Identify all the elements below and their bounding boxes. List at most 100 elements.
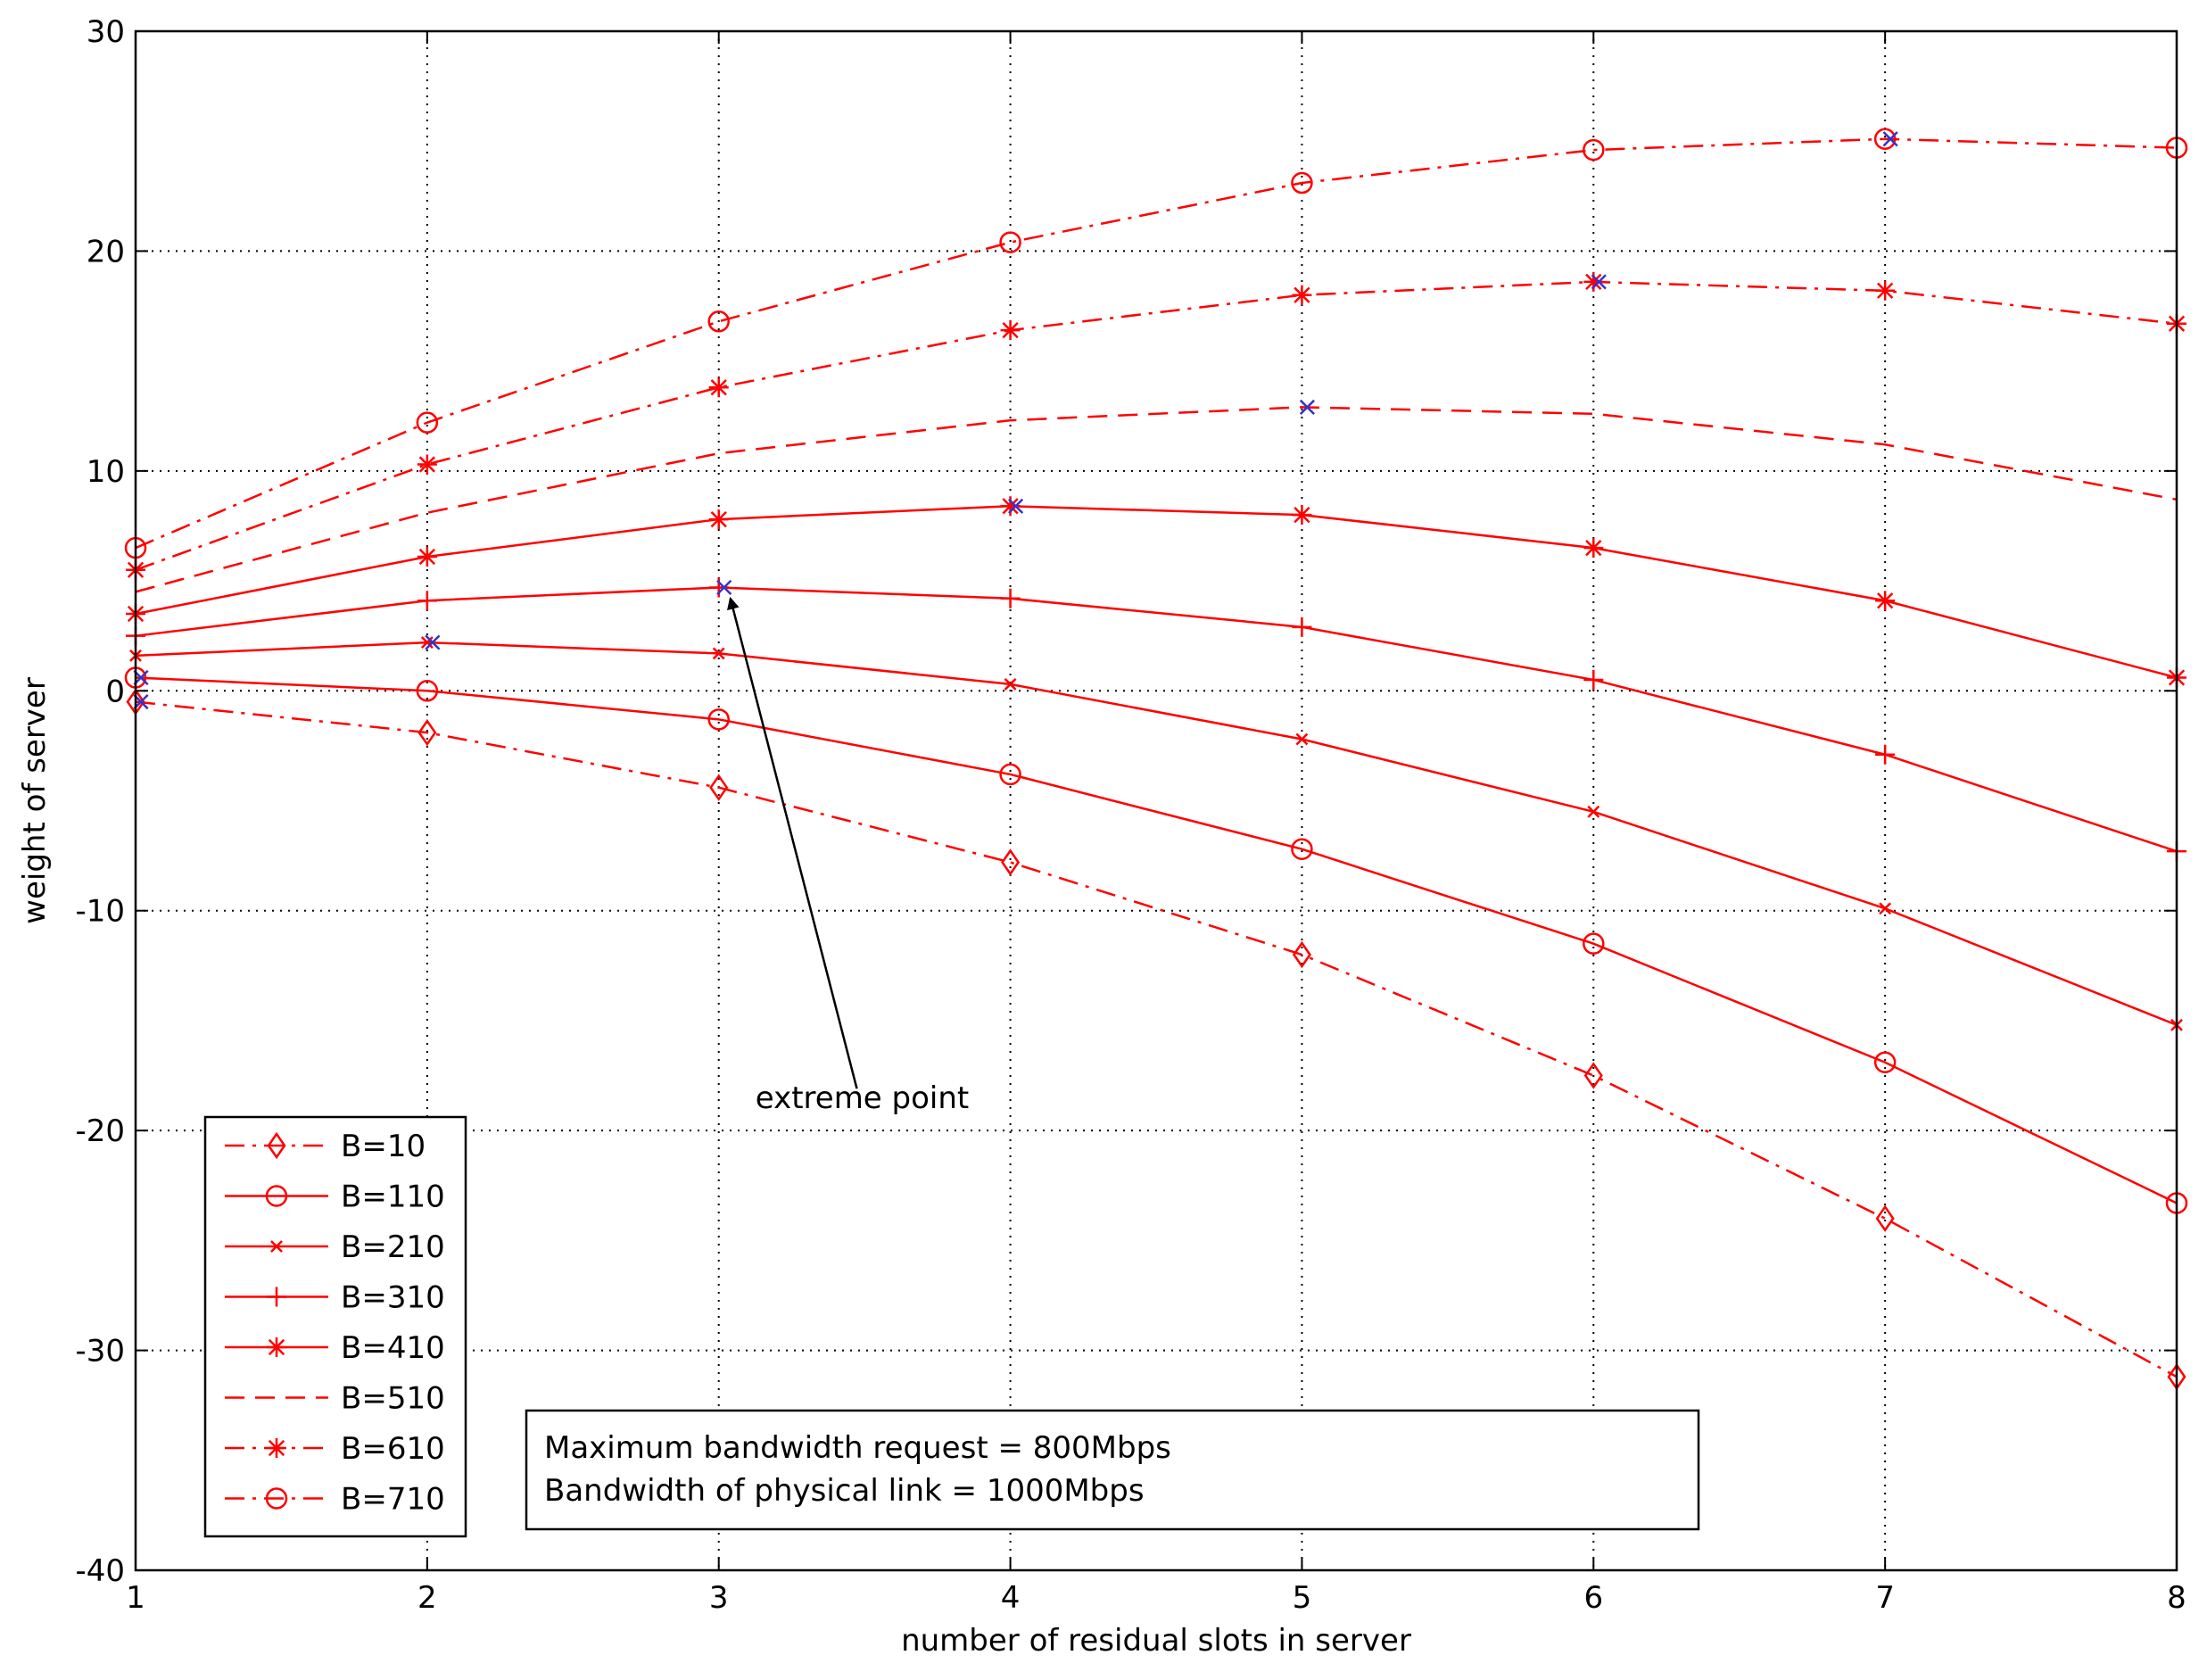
data-point <box>1873 128 1897 150</box>
data-point <box>1587 805 1600 818</box>
extreme-point-marker <box>1591 274 1607 290</box>
data-point <box>1000 588 1021 608</box>
grid <box>136 31 2177 1570</box>
legend-label: B=110 <box>341 1179 445 1215</box>
legend-marker <box>265 1185 288 1207</box>
y-tick-label: -10 <box>75 894 125 930</box>
data-point <box>708 509 729 530</box>
extreme-point-marker <box>1007 498 1024 514</box>
series-line-7 <box>135 137 2178 550</box>
legend-label: B=510 <box>341 1381 445 1417</box>
y-tick-label: 10 <box>87 454 125 490</box>
extreme-point-marker <box>1882 131 1898 147</box>
data-point <box>1292 617 1312 637</box>
data-point <box>707 708 730 731</box>
data-point <box>420 636 434 650</box>
data-point <box>417 718 437 747</box>
data-point <box>1583 1062 1603 1089</box>
series-line-6 <box>135 280 2178 571</box>
legend: B=10 B=110 B=210 B=310 B=410 B=510 B=610 B=710 <box>203 1115 467 1538</box>
y-tick-label: -40 <box>75 1553 125 1589</box>
y-tick-label: 30 <box>87 14 125 50</box>
data-point <box>1879 902 1892 915</box>
y-tick-label: -30 <box>75 1334 125 1370</box>
extreme-point-marker <box>1299 399 1316 415</box>
data-point <box>1001 848 1021 876</box>
legend-label: B=210 <box>341 1229 445 1265</box>
x-tick-label: 7 <box>1875 1580 1895 1616</box>
data-point <box>1292 940 1311 969</box>
data-point <box>417 591 437 611</box>
legend-marker <box>265 1487 288 1510</box>
data-point <box>1291 838 1313 860</box>
data-point <box>999 763 1021 786</box>
x-tick-label: 6 <box>1583 1580 1603 1616</box>
data-point <box>707 310 730 333</box>
y-tick-label: -20 <box>75 1113 125 1149</box>
legend-marker <box>267 1438 286 1458</box>
data-point <box>1292 285 1312 305</box>
data-point <box>1875 280 1896 301</box>
plot-area <box>134 29 2178 1572</box>
x-tick-label: 5 <box>1293 1580 1312 1616</box>
note-box: Maximum bandwidth request = 800Mbps Band… <box>525 1409 1700 1531</box>
data-point <box>417 546 437 567</box>
data-point <box>1292 505 1312 526</box>
note-line: Maximum bandwidth request = 800Mbps <box>544 1430 1171 1466</box>
x-tick-label: 2 <box>417 1580 437 1616</box>
legend-label: B=710 <box>341 1482 445 1518</box>
x-tick-label: 1 <box>126 1580 145 1616</box>
y-tick-label: 0 <box>105 674 125 709</box>
data-point <box>1875 1204 1895 1232</box>
data-point <box>1583 669 1604 690</box>
data-point <box>1875 744 1896 765</box>
annotation-text: extreme point <box>756 1080 969 1116</box>
series-line-1 <box>135 676 2178 1204</box>
legend-label: B=310 <box>341 1280 445 1316</box>
data-point <box>1583 932 1605 955</box>
y-axis-label: weight of server <box>17 677 53 924</box>
data-point <box>712 647 725 660</box>
data-point <box>1583 538 1604 559</box>
data-point <box>1000 320 1021 341</box>
series-line-3 <box>135 586 2178 853</box>
data-point <box>1583 138 1605 161</box>
x-tick-label: 3 <box>709 1580 729 1616</box>
data-point <box>1004 677 1017 691</box>
x-tick-label: 4 <box>1001 1580 1021 1616</box>
data-point <box>416 411 439 434</box>
legend-label: B=410 <box>341 1330 445 1366</box>
axis-ticks: 1 2 3 4 5 6 7 8 30 20 10 0 -10 -20 -30 -40 <box>75 14 2186 1616</box>
extreme-point-marker <box>425 634 441 650</box>
series-line-2 <box>135 641 2178 1027</box>
legend-frame <box>203 1115 467 1538</box>
data-point <box>1000 496 1021 517</box>
data-point <box>709 774 729 801</box>
series-lines <box>135 137 2178 1378</box>
note-box-frame <box>525 1409 1700 1531</box>
note-line: Bandwidth of physical link = 1000Mbps <box>544 1473 1145 1509</box>
data-point <box>999 231 1021 253</box>
legend-marker <box>270 1240 283 1253</box>
x-tick-label: 8 <box>2167 1580 2186 1616</box>
legend-marker <box>267 1287 286 1307</box>
y-tick-label: 20 <box>87 234 125 269</box>
series-line-4 <box>135 505 2178 679</box>
data-point <box>417 454 437 475</box>
data-point <box>1873 1051 1897 1073</box>
legend-label: B=10 <box>341 1129 426 1164</box>
data-point <box>1583 271 1604 292</box>
data-point <box>708 377 729 398</box>
extreme-point-marker <box>716 579 732 596</box>
series-line-0 <box>135 700 2178 1378</box>
legend-marker <box>267 1337 286 1357</box>
data-point <box>1291 171 1313 194</box>
legend-label: B=610 <box>341 1431 445 1467</box>
legend-marker <box>267 1131 286 1160</box>
data-point <box>1295 732 1309 746</box>
data-point <box>1875 591 1896 611</box>
annotation: extreme point <box>727 596 969 1116</box>
data-point <box>416 680 439 702</box>
series-line-5 <box>135 406 2178 593</box>
